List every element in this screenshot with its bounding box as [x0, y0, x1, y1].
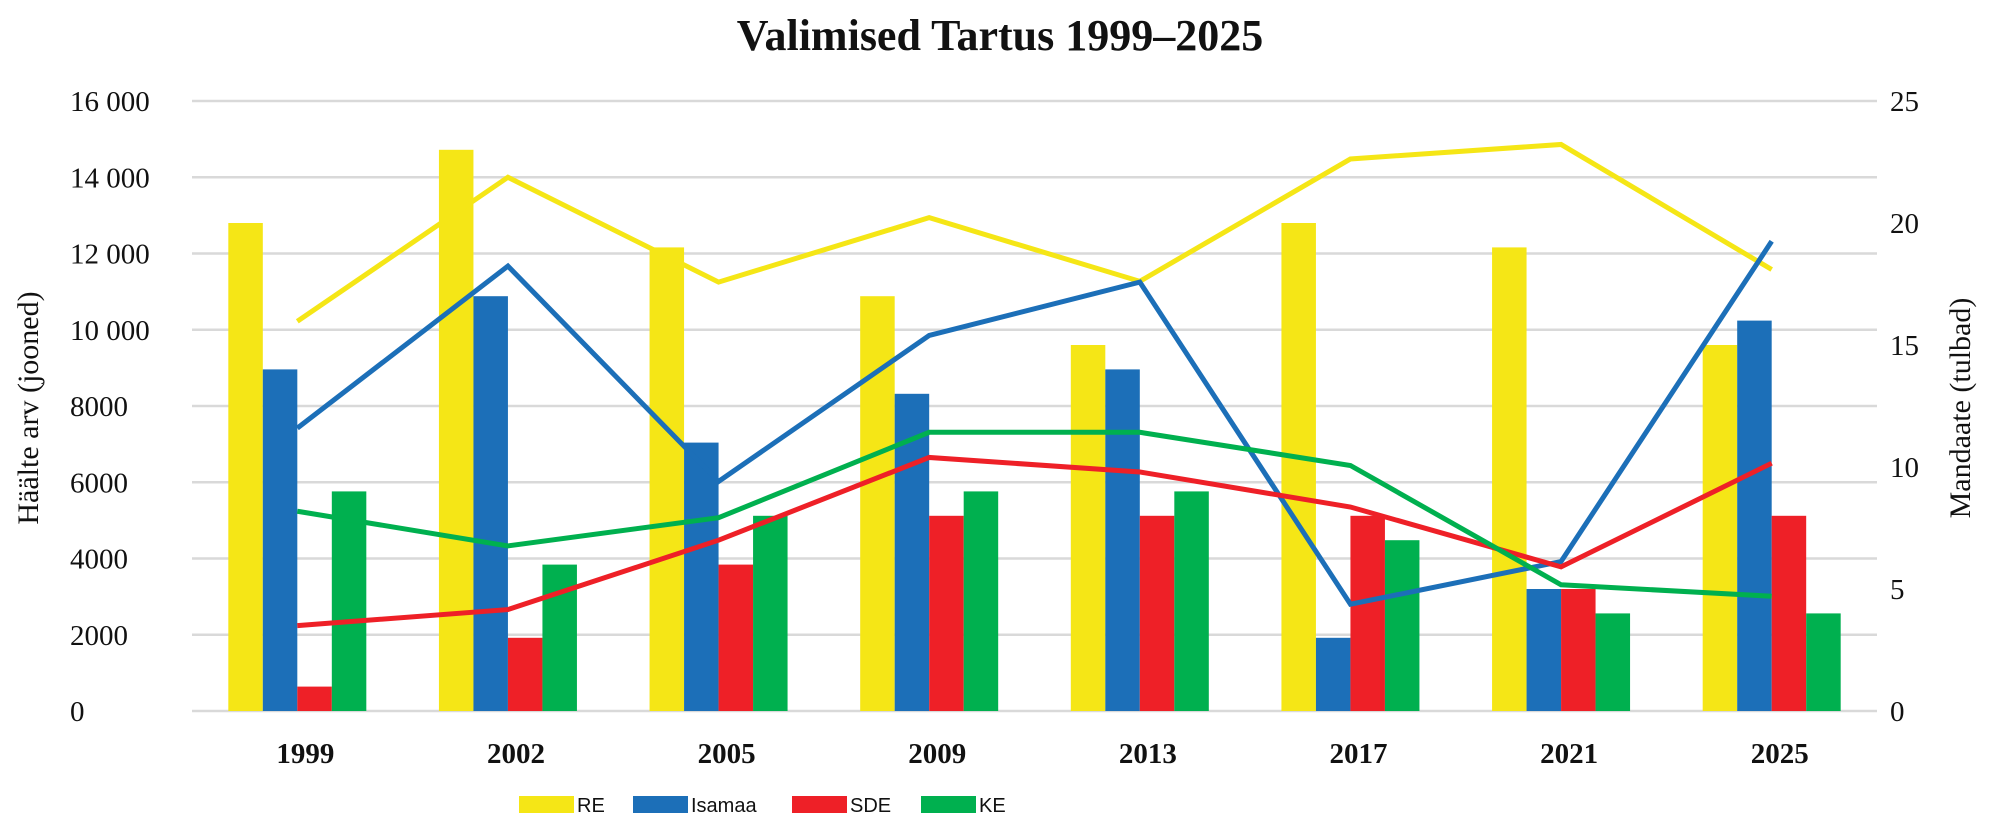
- legend-label-isamaa: Isamaa: [691, 795, 757, 817]
- bar-ke-2005: [753, 515, 788, 711]
- legend-label-sde: SDE: [850, 795, 891, 817]
- right-tick-label: 20: [1890, 208, 1919, 240]
- left-tick-label: 2000: [70, 620, 128, 652]
- left-tick-label: 8000: [70, 391, 128, 423]
- bar-sde-2002: [507, 637, 543, 711]
- bars: [228, 149, 1841, 712]
- x-tick-label: 2009: [908, 738, 966, 770]
- legend-swatch-isamaa: [633, 796, 688, 813]
- bar-sde-2009: [929, 515, 964, 711]
- bar-re-2002: [438, 149, 474, 712]
- legend-swatch-sde: [792, 796, 847, 813]
- x-tick-label: 1999: [276, 738, 334, 770]
- bar-isamaa-2025: [1737, 320, 1772, 711]
- legend-label-re: RE: [577, 795, 605, 817]
- bar-isamaa-2013: [1105, 369, 1140, 711]
- bar-sde-2025: [1771, 515, 1807, 711]
- left-tick-label: 10 000: [70, 315, 150, 347]
- x-tick-label: 2005: [698, 738, 756, 770]
- line-sde: [297, 454, 1773, 629]
- right-tick-label: 0: [1890, 696, 1905, 728]
- left-tick-label: 14 000: [70, 162, 150, 194]
- left-tick-label: 12 000: [70, 239, 150, 271]
- bar-isamaa-2005: [684, 442, 719, 711]
- left-tick-label: 6000: [70, 467, 128, 499]
- x-tick-label: 2025: [1751, 738, 1809, 770]
- bar-ke-2021: [1595, 613, 1631, 711]
- bar-re-1999: [228, 223, 263, 711]
- bar-re-2017: [1281, 223, 1316, 711]
- bar-ke-2013: [1174, 491, 1209, 711]
- x-tick-label: 2002: [487, 738, 545, 770]
- x-axis-ticks: 1999 2002 2005 2009 2013 2017 2021 2025: [276, 738, 1808, 770]
- line-isamaa: [295, 239, 1774, 608]
- bar-sde-2017: [1350, 515, 1385, 711]
- legend-swatch-re: [519, 796, 574, 813]
- right-tick-label: 10: [1890, 452, 1919, 484]
- bar-isamaa-2021: [1526, 589, 1562, 711]
- bar-isamaa-2009: [894, 393, 930, 711]
- legend: RE Isamaa SDE KE: [519, 795, 1006, 817]
- left-axis-ticks: 0 2000 4000 6000 8000 10 000 12 000 14 000 16 00…: [70, 86, 150, 728]
- x-tick-label: 2017: [1329, 738, 1387, 770]
- right-tick-label: 25: [1890, 86, 1919, 118]
- bar-re-2021: [1492, 247, 1527, 711]
- bar-sde-2021: [1561, 589, 1596, 711]
- bar-ke-2009: [963, 491, 999, 711]
- line-re: [295, 141, 1773, 324]
- bar-isamaa-2002: [473, 296, 508, 711]
- bar-ke-2025: [1806, 613, 1841, 711]
- bar-sde-2013: [1139, 515, 1175, 711]
- left-axis-title: Häälte arv (jooned): [12, 291, 45, 524]
- bar-re-2005: [649, 247, 685, 711]
- legend-label-ke: KE: [979, 795, 1006, 817]
- bar-sde-1999: [297, 686, 332, 711]
- bar-sde-2005: [718, 564, 754, 711]
- bar-re-2025: [1702, 345, 1738, 711]
- bar-isamaa-1999: [262, 369, 298, 711]
- left-tick-label: 16 000: [70, 86, 150, 118]
- left-tick-label: 0: [70, 696, 85, 728]
- bar-ke-2017: [1384, 540, 1420, 711]
- right-tick-label: 5: [1890, 574, 1905, 606]
- x-tick-label: 2021: [1540, 738, 1598, 770]
- bar-isamaa-2017: [1315, 637, 1351, 711]
- line-ke: [296, 429, 1772, 599]
- bar-re-2009: [860, 296, 895, 711]
- x-tick-label: 2013: [1119, 738, 1177, 770]
- right-axis-ticks: 0 5 10 15 20 25: [1890, 86, 1919, 728]
- lines: [295, 141, 1774, 629]
- bar-re-2013: [1070, 345, 1106, 711]
- left-tick-label: 4000: [70, 544, 128, 576]
- legend-swatch-ke: [921, 796, 976, 813]
- bar-ke-1999: [331, 491, 367, 711]
- chart-title: Valimised Tartus 1999–2025: [737, 11, 1263, 60]
- right-tick-label: 15: [1890, 330, 1919, 362]
- right-axis-title: Mandaate (tulbad): [1944, 298, 1977, 519]
